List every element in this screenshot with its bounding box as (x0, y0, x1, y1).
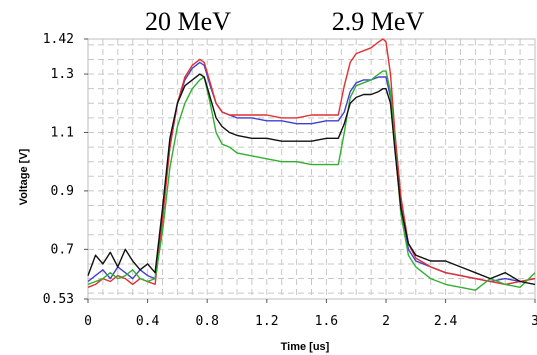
series-line-2 (87, 70, 536, 291)
series-line-0 (87, 61, 536, 283)
x-tick-label: 3 (531, 314, 537, 329)
x-tick-label: 0.4 (136, 314, 160, 329)
y-tick-label: 0.7 (51, 242, 74, 257)
y-tick-labels: 0.53 0.7 0.9 1.1 1.3 1.42 (43, 32, 88, 307)
annotation-2-9mev: 2.9 MeV (332, 7, 425, 36)
x-tick-label: 2 (382, 314, 390, 329)
x-tick-labels: 0 0.4 0.8 1.2 1.6 2 2.4 3 (84, 299, 537, 329)
grid (88, 39, 535, 299)
x-axis-label: Time [us] (281, 341, 330, 353)
series-line-3 (87, 73, 536, 286)
x-tick-label: 0.8 (195, 314, 218, 329)
x-tick-label: 0 (84, 314, 92, 329)
y-tick-label: 1.42 (43, 32, 74, 47)
x-tick-label: 1.6 (315, 314, 338, 329)
y-axis-label: Voltage [V] (18, 148, 30, 205)
annotation-20mev: 20 MeV (145, 7, 231, 36)
series-line-1 (87, 38, 536, 288)
y-tick-label: 0.9 (51, 184, 74, 199)
series-layer (87, 38, 536, 291)
x-tick-label: 1.2 (255, 314, 278, 329)
plot-frame (87, 38, 536, 300)
x-tick-label: 2.4 (434, 314, 458, 329)
y-tick-label: 0.53 (43, 292, 74, 307)
y-tick-label: 1.1 (51, 125, 74, 140)
y-tick-label: 1.3 (51, 67, 74, 82)
